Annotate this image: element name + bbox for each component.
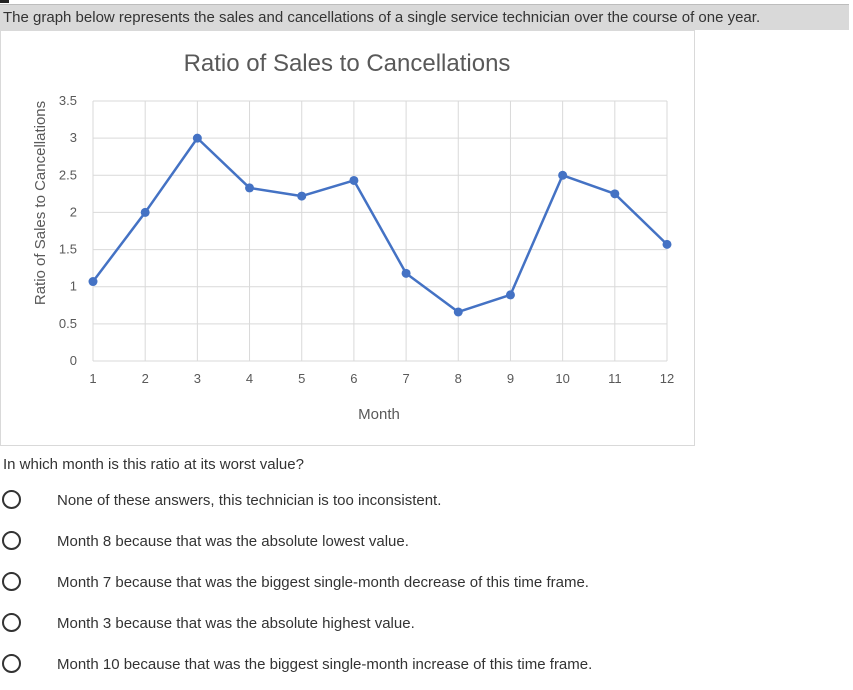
- x-tick-label: 10: [555, 371, 569, 386]
- x-tick-labels: 1 2 3 4 5 6 7 8 9 10 11 12: [89, 371, 674, 386]
- radio-button-icon[interactable]: [2, 654, 21, 673]
- question-prompt: The graph below represents the sales and…: [0, 4, 849, 30]
- x-tick-label: 11: [608, 371, 622, 386]
- x-tick-label: 8: [455, 371, 462, 386]
- data-point: [558, 170, 568, 180]
- x-tick-label: 12: [660, 371, 674, 386]
- x-tick-label: 2: [142, 371, 149, 386]
- chart-title: Ratio of Sales to Cancellations: [184, 50, 511, 77]
- answer-option[interactable]: Month 8 because that was the absolute lo…: [0, 529, 853, 559]
- data-point: [505, 290, 515, 300]
- answer-option-label: Month 3 because that was the absolute hi…: [57, 615, 415, 632]
- data-point: [192, 133, 202, 143]
- answer-option-label: Month 8 because that was the absolute lo…: [57, 533, 409, 550]
- question-text: In which month is this ratio at its wors…: [3, 456, 304, 473]
- y-tick-label: 0.5: [59, 316, 77, 331]
- answer-option-label: None of these answers, this technician i…: [57, 492, 442, 509]
- y-tick-label: 2.5: [59, 167, 77, 182]
- radio-button-icon[interactable]: [2, 613, 21, 632]
- line-chart: Ratio of Sales to Cancellations 0 0.5 1 1.5…: [32, 50, 674, 423]
- x-tick-label: 1: [89, 371, 96, 386]
- y-tick-label: 1.5: [59, 242, 77, 257]
- x-tick-label: 5: [298, 371, 305, 386]
- y-tick-label: 3: [70, 130, 77, 145]
- y-tick-label: 0: [70, 353, 77, 368]
- data-point: [297, 191, 307, 201]
- data-point: [401, 268, 411, 278]
- answer-option[interactable]: Month 7 because that was the biggest sin…: [0, 570, 853, 600]
- data-point: [662, 239, 672, 249]
- data-point: [453, 307, 463, 317]
- x-tick-label: 6: [350, 371, 357, 386]
- radio-button-icon[interactable]: [2, 572, 21, 591]
- x-tick-label: 9: [507, 371, 514, 386]
- top-edge-mark: [0, 0, 9, 3]
- y-tick-labels: 0 0.5 1 1.5 2 2.5 3 3.5: [59, 93, 77, 368]
- y-axis-title: Ratio of Sales to Cancellations: [32, 101, 49, 305]
- radio-button-icon[interactable]: [2, 531, 21, 550]
- series-line: [92, 136, 668, 314]
- data-point: [610, 189, 620, 199]
- data-point: [349, 175, 359, 185]
- y-tick-label: 3.5: [59, 93, 77, 108]
- x-tick-label: 4: [246, 371, 253, 386]
- y-tick-label: 1: [70, 279, 77, 294]
- data-point: [140, 207, 150, 217]
- answer-option[interactable]: Month 3 because that was the absolute hi…: [0, 611, 853, 641]
- grid-lines: [92, 100, 668, 362]
- radio-button-icon[interactable]: [2, 490, 21, 509]
- data-point: [245, 183, 255, 193]
- answer-option-label: Month 7 because that was the biggest sin…: [57, 574, 589, 591]
- x-axis-title: Month: [358, 406, 400, 423]
- x-tick-label: 7: [402, 371, 409, 386]
- series-ratio: [88, 133, 672, 317]
- chart-container: Ratio of Sales to Cancellations 0 0.5 1 1.5…: [0, 30, 695, 446]
- answer-option[interactable]: Month 10 because that was the biggest si…: [0, 652, 853, 682]
- answer-option-label: Month 10 because that was the biggest si…: [57, 656, 593, 673]
- y-tick-label: 2: [70, 204, 77, 219]
- answer-option[interactable]: None of these answers, this technician i…: [0, 488, 853, 518]
- x-tick-label: 3: [194, 371, 201, 386]
- data-point: [88, 277, 98, 287]
